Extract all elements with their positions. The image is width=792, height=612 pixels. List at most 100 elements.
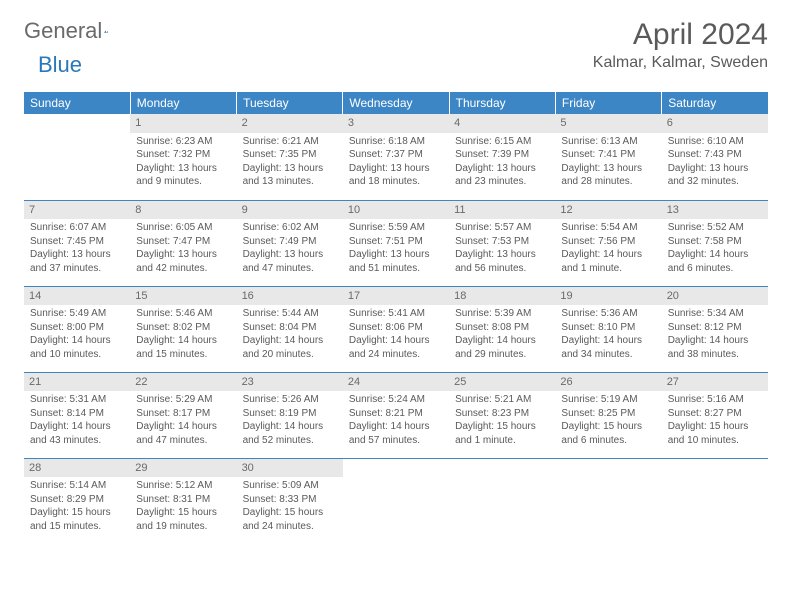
sunset-line: Sunset: 7:56 PM: [561, 235, 655, 249]
day-number: 24: [343, 373, 449, 392]
calendar-cell: 7Sunrise: 6:07 AMSunset: 7:45 PMDaylight…: [24, 200, 130, 286]
calendar-row: 14Sunrise: 5:49 AMSunset: 8:00 PMDayligh…: [24, 286, 768, 372]
sunset-line: Sunset: 8:12 PM: [668, 321, 762, 335]
sunset-line: Sunset: 8:10 PM: [561, 321, 655, 335]
calendar-body: 1Sunrise: 6:23 AMSunset: 7:32 PMDaylight…: [24, 114, 768, 544]
sunrise-line: Sunrise: 5:57 AM: [455, 221, 549, 235]
month-title: April 2024: [593, 18, 768, 52]
calendar-cell: 9Sunrise: 6:02 AMSunset: 7:49 PMDaylight…: [237, 200, 343, 286]
day-number: 23: [237, 373, 343, 392]
logo-word1: General: [24, 18, 102, 44]
logo-word2: Blue: [38, 52, 82, 78]
calendar-cell: 11Sunrise: 5:57 AMSunset: 7:53 PMDayligh…: [449, 200, 555, 286]
calendar-cell: 22Sunrise: 5:29 AMSunset: 8:17 PMDayligh…: [130, 372, 236, 458]
daylight-line: Daylight: 15 hours and 6 minutes.: [561, 420, 655, 447]
day-number: 4: [449, 114, 555, 133]
sunrise-line: Sunrise: 6:13 AM: [561, 135, 655, 149]
day-header: Thursday: [449, 92, 555, 114]
day-number: 30: [237, 459, 343, 478]
daylight-line: Daylight: 14 hours and 43 minutes.: [30, 420, 124, 447]
calendar-cell: 6Sunrise: 6:10 AMSunset: 7:43 PMDaylight…: [662, 114, 768, 200]
sunrise-line: Sunrise: 5:49 AM: [30, 307, 124, 321]
sunrise-line: Sunrise: 5:46 AM: [136, 307, 230, 321]
sunset-line: Sunset: 7:39 PM: [455, 148, 549, 162]
day-number: 9: [237, 201, 343, 220]
daylight-line: Daylight: 13 hours and 13 minutes.: [243, 162, 337, 189]
sunrise-line: Sunrise: 5:14 AM: [30, 479, 124, 493]
daylight-line: Daylight: 14 hours and 34 minutes.: [561, 334, 655, 361]
day-number: 15: [130, 287, 236, 306]
daylight-line: Daylight: 14 hours and 38 minutes.: [668, 334, 762, 361]
calendar-cell: 5Sunrise: 6:13 AMSunset: 7:41 PMDaylight…: [555, 114, 661, 200]
day-number: 7: [24, 201, 130, 220]
sunrise-line: Sunrise: 6:23 AM: [136, 135, 230, 149]
logo-sail-icon: [104, 24, 108, 39]
sunrise-line: Sunrise: 5:19 AM: [561, 393, 655, 407]
daylight-line: Daylight: 15 hours and 10 minutes.: [668, 420, 762, 447]
daylight-line: Daylight: 15 hours and 24 minutes.: [243, 506, 337, 533]
calendar-cell: 2Sunrise: 6:21 AMSunset: 7:35 PMDaylight…: [237, 114, 343, 200]
sunset-line: Sunset: 8:04 PM: [243, 321, 337, 335]
calendar-row: 7Sunrise: 6:07 AMSunset: 7:45 PMDaylight…: [24, 200, 768, 286]
day-number: 22: [130, 373, 236, 392]
sunset-line: Sunset: 8:02 PM: [136, 321, 230, 335]
sunrise-line: Sunrise: 6:05 AM: [136, 221, 230, 235]
day-number: 1: [130, 114, 236, 133]
calendar-cell: 3Sunrise: 6:18 AMSunset: 7:37 PMDaylight…: [343, 114, 449, 200]
calendar-cell: 26Sunrise: 5:19 AMSunset: 8:25 PMDayligh…: [555, 372, 661, 458]
sunset-line: Sunset: 8:14 PM: [30, 407, 124, 421]
day-number: 8: [130, 201, 236, 220]
sunrise-line: Sunrise: 6:21 AM: [243, 135, 337, 149]
day-number: 26: [555, 373, 661, 392]
calendar-cell: 23Sunrise: 5:26 AMSunset: 8:19 PMDayligh…: [237, 372, 343, 458]
calendar-cell: 15Sunrise: 5:46 AMSunset: 8:02 PMDayligh…: [130, 286, 236, 372]
day-header-row: SundayMondayTuesdayWednesdayThursdayFrid…: [24, 92, 768, 114]
day-number: 25: [449, 373, 555, 392]
daylight-line: Daylight: 13 hours and 23 minutes.: [455, 162, 549, 189]
daylight-line: Daylight: 13 hours and 9 minutes.: [136, 162, 230, 189]
sunrise-line: Sunrise: 5:41 AM: [349, 307, 443, 321]
calendar-cell: 28Sunrise: 5:14 AMSunset: 8:29 PMDayligh…: [24, 458, 130, 544]
calendar-cell: 21Sunrise: 5:31 AMSunset: 8:14 PMDayligh…: [24, 372, 130, 458]
calendar-cell: 8Sunrise: 6:05 AMSunset: 7:47 PMDaylight…: [130, 200, 236, 286]
sunrise-line: Sunrise: 5:21 AM: [455, 393, 549, 407]
sunrise-line: Sunrise: 6:18 AM: [349, 135, 443, 149]
daylight-line: Daylight: 15 hours and 15 minutes.: [30, 506, 124, 533]
sunset-line: Sunset: 7:41 PM: [561, 148, 655, 162]
day-number: 10: [343, 201, 449, 220]
sunset-line: Sunset: 7:32 PM: [136, 148, 230, 162]
calendar-cell: 16Sunrise: 5:44 AMSunset: 8:04 PMDayligh…: [237, 286, 343, 372]
daylight-line: Daylight: 14 hours and 1 minute.: [561, 248, 655, 275]
calendar-cell: [24, 114, 130, 200]
calendar-cell: [662, 458, 768, 544]
calendar-table: SundayMondayTuesdayWednesdayThursdayFrid…: [24, 92, 768, 544]
day-number: 11: [449, 201, 555, 220]
daylight-line: Daylight: 13 hours and 47 minutes.: [243, 248, 337, 275]
sunrise-line: Sunrise: 5:39 AM: [455, 307, 549, 321]
calendar-cell: [449, 458, 555, 544]
day-number: 28: [24, 459, 130, 478]
sunset-line: Sunset: 7:49 PM: [243, 235, 337, 249]
sunset-line: Sunset: 8:00 PM: [30, 321, 124, 335]
day-header: Wednesday: [343, 92, 449, 114]
calendar-cell: 12Sunrise: 5:54 AMSunset: 7:56 PMDayligh…: [555, 200, 661, 286]
calendar-cell: 4Sunrise: 6:15 AMSunset: 7:39 PMDaylight…: [449, 114, 555, 200]
daylight-line: Daylight: 15 hours and 19 minutes.: [136, 506, 230, 533]
day-header: Saturday: [662, 92, 768, 114]
sunrise-line: Sunrise: 5:44 AM: [243, 307, 337, 321]
sunset-line: Sunset: 7:37 PM: [349, 148, 443, 162]
calendar-cell: [555, 458, 661, 544]
calendar-cell: 30Sunrise: 5:09 AMSunset: 8:33 PMDayligh…: [237, 458, 343, 544]
daylight-line: Daylight: 13 hours and 42 minutes.: [136, 248, 230, 275]
calendar-cell: 13Sunrise: 5:52 AMSunset: 7:58 PMDayligh…: [662, 200, 768, 286]
day-number: 2: [237, 114, 343, 133]
day-header: Friday: [555, 92, 661, 114]
calendar-cell: 1 Sunrise: 6:23 AMSunset: 7:32 PMDaylight…: [130, 114, 236, 200]
sunset-line: Sunset: 8:25 PM: [561, 407, 655, 421]
sunrise-line: Sunrise: 5:16 AM: [668, 393, 762, 407]
day-number: 19: [555, 287, 661, 306]
daylight-line: Daylight: 14 hours and 52 minutes.: [243, 420, 337, 447]
sunrise-line: Sunrise: 5:36 AM: [561, 307, 655, 321]
location: Kalmar, Kalmar, Sweden: [593, 54, 768, 72]
calendar-cell: 14Sunrise: 5:49 AMSunset: 8:00 PMDayligh…: [24, 286, 130, 372]
